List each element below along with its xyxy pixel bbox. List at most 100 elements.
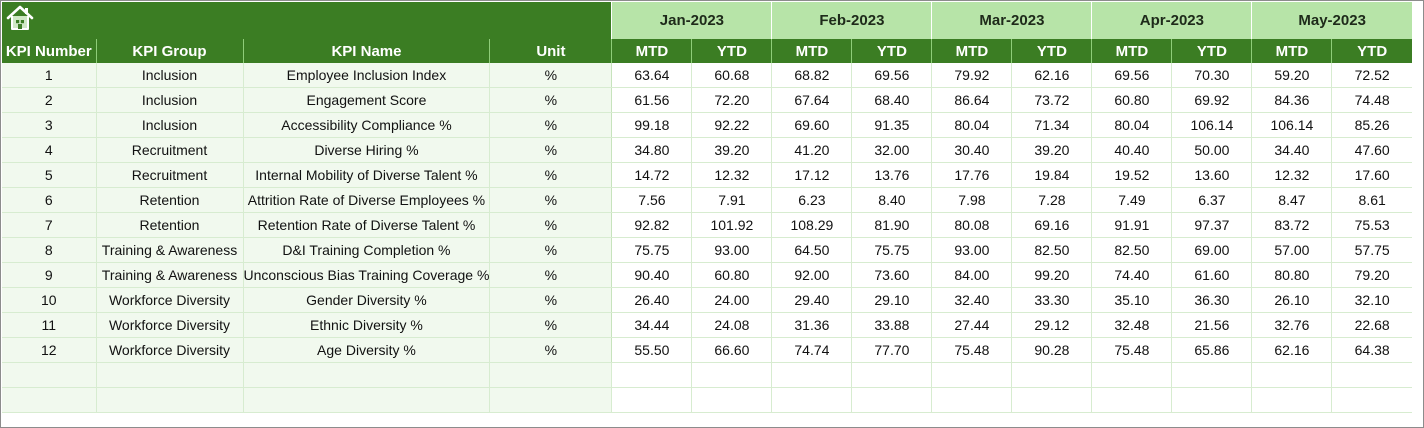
ytd-value-cell[interactable]: 106.14 — [1171, 112, 1252, 138]
mtd-header[interactable]: MTD — [611, 39, 692, 63]
kpi-name-cell[interactable]: Attrition Rate of Diverse Employees % — [242, 187, 490, 213]
ytd-value-cell[interactable]: 32.00 — [851, 137, 932, 163]
empty-cell[interactable] — [771, 362, 852, 388]
kpi-name-cell[interactable]: Employee Inclusion Index — [242, 63, 490, 88]
ytd-value-cell[interactable]: 69.16 — [1011, 212, 1092, 238]
mtd-value-cell[interactable]: 32.40 — [931, 287, 1012, 313]
kpi-number-cell[interactable]: 5 — [2, 162, 96, 188]
ytd-value-cell[interactable]: 7.28 — [1011, 187, 1092, 213]
mtd-value-cell[interactable]: 80.80 — [1251, 262, 1332, 288]
mtd-value-cell[interactable]: 93.00 — [931, 237, 1012, 263]
mtd-value-cell[interactable]: 14.72 — [611, 162, 692, 188]
mtd-value-cell[interactable]: 90.40 — [611, 262, 692, 288]
kpi-group-cell[interactable]: Training & Awareness — [95, 237, 243, 263]
mtd-value-cell[interactable]: 35.10 — [1091, 287, 1172, 313]
mtd-value-cell[interactable]: 64.50 — [771, 237, 852, 263]
ytd-value-cell[interactable]: 71.34 — [1011, 112, 1092, 138]
ytd-value-cell[interactable]: 93.00 — [691, 237, 772, 263]
ytd-value-cell[interactable]: 73.72 — [1011, 87, 1092, 113]
ytd-value-cell[interactable]: 85.26 — [1331, 112, 1412, 138]
ytd-value-cell[interactable]: 12.32 — [691, 162, 772, 188]
ytd-value-cell[interactable]: 8.61 — [1331, 187, 1412, 213]
ytd-value-cell[interactable]: 29.12 — [1011, 312, 1092, 338]
ytd-value-cell[interactable]: 33.30 — [1011, 287, 1092, 313]
ytd-header[interactable]: YTD — [1331, 39, 1412, 63]
ytd-value-cell[interactable]: 79.20 — [1331, 262, 1412, 288]
mtd-value-cell[interactable]: 32.48 — [1091, 312, 1172, 338]
ytd-value-cell[interactable]: 39.20 — [691, 137, 772, 163]
empty-cell[interactable] — [1011, 362, 1092, 388]
empty-cell[interactable] — [611, 387, 692, 413]
ytd-value-cell[interactable]: 81.90 — [851, 212, 932, 238]
ytd-value-cell[interactable]: 33.88 — [851, 312, 932, 338]
empty-cell[interactable] — [1251, 387, 1332, 413]
ytd-value-cell[interactable]: 97.37 — [1171, 212, 1252, 238]
ytd-value-cell[interactable]: 32.10 — [1331, 287, 1412, 313]
mtd-value-cell[interactable]: 63.64 — [611, 63, 692, 88]
ytd-value-cell[interactable]: 68.40 — [851, 87, 932, 113]
kpi-name-cell[interactable]: Engagement Score — [242, 87, 490, 113]
kpi-name-cell[interactable]: Internal Mobility of Diverse Talent % — [242, 162, 490, 188]
ytd-header[interactable]: YTD — [1171, 39, 1252, 63]
ytd-value-cell[interactable]: 70.30 — [1171, 63, 1252, 88]
kpi-name-cell[interactable]: Ethnic Diversity % — [242, 312, 490, 338]
empty-cell[interactable] — [489, 387, 612, 413]
mtd-value-cell[interactable]: 12.32 — [1251, 162, 1332, 188]
unit-cell[interactable]: % — [489, 312, 612, 338]
mtd-value-cell[interactable]: 59.20 — [1251, 63, 1332, 88]
mtd-value-cell[interactable]: 34.40 — [1251, 137, 1332, 163]
ytd-value-cell[interactable]: 69.00 — [1171, 237, 1252, 263]
empty-cell[interactable] — [2, 362, 96, 388]
ytd-header[interactable]: YTD — [691, 39, 772, 63]
empty-cell[interactable] — [242, 387, 490, 413]
empty-cell[interactable] — [2, 387, 96, 413]
unit-cell[interactable]: % — [489, 87, 612, 113]
ytd-value-cell[interactable]: 24.08 — [691, 312, 772, 338]
empty-cell[interactable] — [771, 387, 852, 413]
ytd-value-cell[interactable]: 19.84 — [1011, 162, 1092, 188]
empty-cell[interactable] — [1251, 362, 1332, 388]
unit-cell[interactable]: % — [489, 162, 612, 188]
mtd-value-cell[interactable]: 75.75 — [611, 237, 692, 263]
ytd-value-cell[interactable]: 66.60 — [691, 337, 772, 363]
ytd-value-cell[interactable]: 17.60 — [1331, 162, 1412, 188]
kpi-number-cell[interactable]: 1 — [2, 63, 96, 88]
empty-cell[interactable] — [1011, 387, 1092, 413]
mtd-value-cell[interactable]: 61.56 — [611, 87, 692, 113]
kpi-number-cell[interactable]: 3 — [2, 112, 96, 138]
mtd-value-cell[interactable]: 80.08 — [931, 212, 1012, 238]
empty-cell[interactable] — [1171, 362, 1252, 388]
mtd-value-cell[interactable]: 84.00 — [931, 262, 1012, 288]
mtd-value-cell[interactable]: 82.50 — [1091, 237, 1172, 263]
home-icon[interactable] — [5, 4, 35, 37]
kpi-number-cell[interactable]: 10 — [2, 287, 96, 313]
mtd-header[interactable]: MTD — [771, 39, 852, 63]
kpi-number-cell[interactable]: 12 — [2, 337, 96, 363]
kpi-name-cell[interactable]: Unconscious Bias Training Coverage % — [242, 262, 490, 288]
empty-cell[interactable] — [691, 362, 772, 388]
ytd-header[interactable]: YTD — [851, 39, 932, 63]
kpi-group-cell[interactable]: Retention — [95, 187, 243, 213]
mtd-value-cell[interactable]: 34.44 — [611, 312, 692, 338]
kpi-number-cell[interactable]: 9 — [2, 262, 96, 288]
mtd-value-cell[interactable]: 83.72 — [1251, 212, 1332, 238]
unit-cell[interactable]: % — [489, 187, 612, 213]
kpi-name-cell[interactable]: Diverse Hiring % — [242, 137, 490, 163]
ytd-value-cell[interactable]: 92.22 — [691, 112, 772, 138]
empty-cell[interactable] — [851, 362, 932, 388]
mtd-value-cell[interactable]: 7.98 — [931, 187, 1012, 213]
mtd-header[interactable]: MTD — [1091, 39, 1172, 63]
ytd-value-cell[interactable]: 69.56 — [851, 63, 932, 88]
ytd-value-cell[interactable]: 29.10 — [851, 287, 932, 313]
mtd-value-cell[interactable]: 57.00 — [1251, 237, 1332, 263]
mtd-value-cell[interactable]: 99.18 — [611, 112, 692, 138]
empty-cell[interactable] — [489, 362, 612, 388]
ytd-value-cell[interactable]: 64.38 — [1331, 337, 1412, 363]
unit-cell[interactable]: % — [489, 237, 612, 263]
kpi-number-header[interactable]: KPI Number — [2, 39, 96, 63]
kpi-number-cell[interactable]: 6 — [2, 187, 96, 213]
empty-cell[interactable] — [95, 362, 243, 388]
ytd-value-cell[interactable]: 74.48 — [1331, 87, 1412, 113]
kpi-name-cell[interactable]: D&I Training Completion % — [242, 237, 490, 263]
ytd-value-cell[interactable]: 75.75 — [851, 237, 932, 263]
